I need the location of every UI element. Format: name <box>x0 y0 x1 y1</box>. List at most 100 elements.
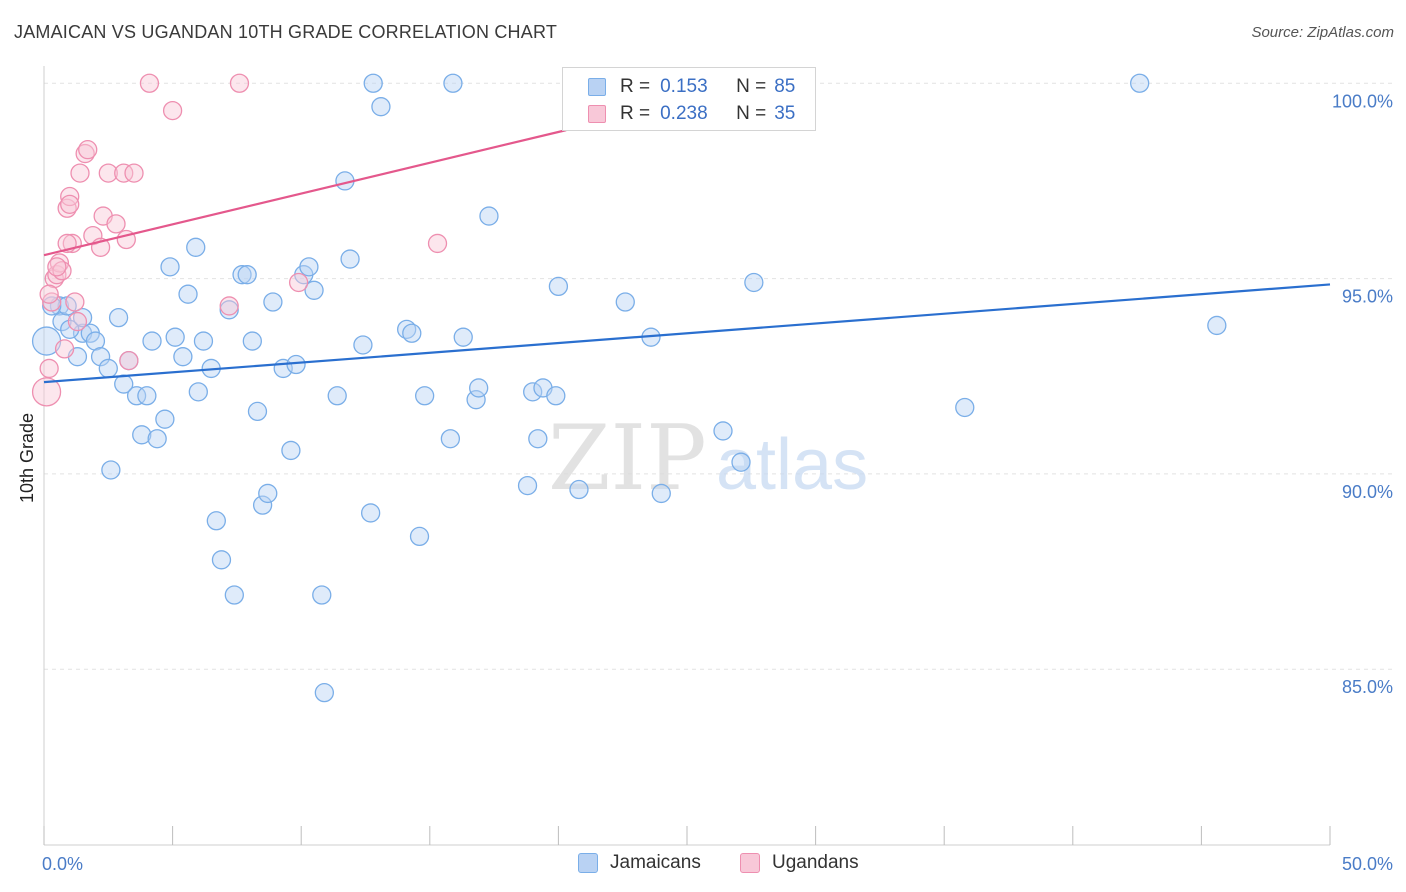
data-point <box>173 347 193 367</box>
data-point <box>193 331 214 351</box>
legend-r-label: R = <box>620 76 651 97</box>
y-tick-label: 90.0% <box>1342 482 1393 502</box>
data-point <box>314 683 334 703</box>
data-point <box>258 483 278 504</box>
data-point <box>304 280 324 300</box>
series-label-ugandans: Ugandans <box>772 852 859 873</box>
data-point <box>147 429 167 449</box>
data-point <box>427 233 448 254</box>
source-label: Source: ZipAtlas.com <box>1251 24 1394 41</box>
legend-n-label: N = <box>736 103 767 124</box>
y-tick-label: 100.0% <box>1332 91 1393 111</box>
legend-r-value: 0.238 <box>660 103 708 124</box>
data-point <box>224 585 244 605</box>
data-point <box>731 452 751 472</box>
data-point <box>98 358 118 379</box>
watermark: ZIP atlas <box>548 406 868 511</box>
legend-r-value: 0.153 <box>660 76 708 97</box>
data-point <box>132 425 152 445</box>
data-point <box>155 409 175 429</box>
series-label-jamaicans: Jamaicans <box>610 852 701 873</box>
data-point <box>247 401 268 422</box>
data-point <box>299 257 319 277</box>
y-tick-labels: 100.0% 95.0% 90.0% 85.0% <box>1332 91 1393 697</box>
legend-row-ugandans: R = 0.238 N = 35 <box>563 101 795 127</box>
legend-r-label: R = <box>620 103 651 124</box>
points-jamaicans <box>31 73 1227 703</box>
series-legend-jamaicans: Jamaicans <box>578 852 701 874</box>
data-point <box>42 292 62 312</box>
data-point <box>237 265 257 285</box>
axes <box>43 66 1331 846</box>
data-point <box>548 276 569 297</box>
data-point <box>312 585 332 605</box>
data-point <box>126 386 147 406</box>
data-point <box>119 350 139 371</box>
data-point <box>108 307 129 328</box>
data-point <box>440 429 461 449</box>
data-point <box>160 257 180 277</box>
y-axis-title: 10th Grade <box>17 413 37 503</box>
data-point <box>453 327 473 347</box>
legend-n-value: 85 <box>774 76 796 97</box>
data-point <box>469 378 489 398</box>
data-point <box>340 249 360 269</box>
data-point <box>443 73 463 93</box>
y-tick-label: 85.0% <box>1342 677 1393 697</box>
data-point <box>242 331 262 351</box>
data-point <box>60 186 80 207</box>
data-point <box>1207 315 1227 336</box>
data-point <box>479 206 499 226</box>
data-point <box>139 73 160 93</box>
data-point <box>466 390 486 410</box>
x-tick-labels: 0.0% 50.0% <box>42 854 1393 874</box>
chart-title: JAMAICAN VS UGANDAN 10TH GRADE CORRELATI… <box>14 22 558 42</box>
data-point <box>114 163 134 183</box>
data-point <box>569 479 589 500</box>
points-ugandans <box>31 73 448 407</box>
data-point <box>60 319 80 340</box>
y-tick-label: 95.0% <box>1342 287 1393 307</box>
stats-legend: R = 0.153 N = 85 R = 0.238 N = 35 <box>562 67 816 131</box>
data-point <box>165 327 185 347</box>
data-point <box>955 397 975 418</box>
data-point <box>31 377 62 407</box>
data-point <box>327 386 347 406</box>
series-legend-ugandans: Ugandans <box>740 852 859 874</box>
data-point <box>229 73 250 93</box>
data-point <box>186 237 206 257</box>
data-point <box>517 475 538 496</box>
data-point <box>142 331 162 351</box>
data-point <box>70 163 90 183</box>
data-point <box>78 140 98 160</box>
data-point <box>65 292 85 312</box>
legend-n-value: 35 <box>774 103 796 124</box>
trend-lines <box>43 90 1331 384</box>
data-point <box>178 284 198 304</box>
data-point <box>39 284 59 304</box>
x-tick-label: 0.0% <box>42 854 83 874</box>
legend-n-label: N = <box>736 76 767 97</box>
x-tick-label: 50.0% <box>1342 854 1393 874</box>
data-point <box>106 214 126 234</box>
data-point <box>371 97 391 117</box>
data-point <box>288 272 309 293</box>
data-point <box>188 382 208 402</box>
data-point <box>744 272 764 293</box>
trend-line <box>43 283 1331 384</box>
data-point <box>60 194 80 214</box>
data-point <box>67 311 88 332</box>
data-point <box>83 225 103 246</box>
data-point <box>360 503 381 523</box>
data-point <box>615 292 635 312</box>
data-point <box>402 323 422 343</box>
data-point <box>263 292 283 312</box>
legend-swatch-jamaicans <box>588 78 606 96</box>
data-point <box>47 257 67 277</box>
data-point <box>90 347 111 367</box>
data-point <box>232 265 252 285</box>
legend-swatch-ugandans <box>588 105 606 123</box>
data-point <box>363 73 383 93</box>
data-point <box>124 163 144 183</box>
